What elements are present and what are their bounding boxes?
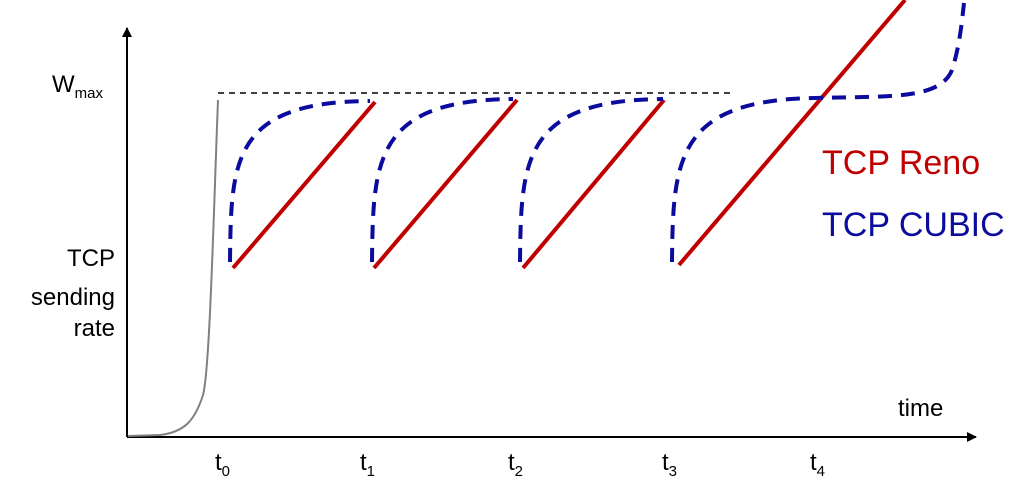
reno-segment-4 bbox=[677, 0, 907, 267]
time-mark-main: t bbox=[810, 449, 817, 476]
time-mark-sub: 2 bbox=[515, 463, 523, 480]
time-mark-main: t bbox=[360, 449, 367, 476]
time-mark-main: t bbox=[215, 449, 222, 476]
cubic-segment-4 bbox=[670, 2, 966, 263]
time-mark-main: t bbox=[508, 449, 515, 476]
wmax-main: W bbox=[52, 71, 75, 98]
reno-segment-3 bbox=[521, 98, 666, 270]
reno-series bbox=[231, 0, 907, 270]
legend-cubic: TCP CUBIC bbox=[822, 206, 1005, 244]
cubic-segment-1 bbox=[228, 99, 371, 263]
slow-start-curve bbox=[127, 99, 219, 437]
time-mark-t1: t1 bbox=[360, 449, 375, 480]
time-mark-t4: t4 bbox=[810, 449, 825, 480]
reno-segment-2 bbox=[372, 98, 519, 270]
y-axis-label-line-1: TCP bbox=[67, 245, 115, 272]
time-mark-sub: 3 bbox=[669, 463, 677, 480]
time-mark-t0: t0 bbox=[215, 449, 230, 480]
cubic-segment-3 bbox=[518, 97, 664, 263]
x-axis-label: time bbox=[898, 395, 943, 422]
cubic-segment-2 bbox=[370, 97, 514, 263]
y-axis-label-line-2: sending bbox=[31, 284, 115, 311]
legend-reno: TCP Reno bbox=[822, 144, 980, 182]
time-mark-sub: 0 bbox=[222, 463, 230, 480]
time-mark-t2: t2 bbox=[508, 449, 523, 480]
y-axis-label-line-3: rate bbox=[74, 315, 115, 342]
time-mark-sub: 4 bbox=[817, 463, 825, 480]
wmax-sub: max bbox=[75, 85, 104, 102]
wmax-label: Wmax bbox=[52, 71, 103, 102]
time-mark-main: t bbox=[662, 449, 669, 476]
time-mark-sub: 1 bbox=[367, 463, 375, 480]
time-mark-t3: t3 bbox=[662, 449, 677, 480]
cubic-series bbox=[228, 2, 966, 263]
reno-segment-1 bbox=[231, 100, 377, 270]
